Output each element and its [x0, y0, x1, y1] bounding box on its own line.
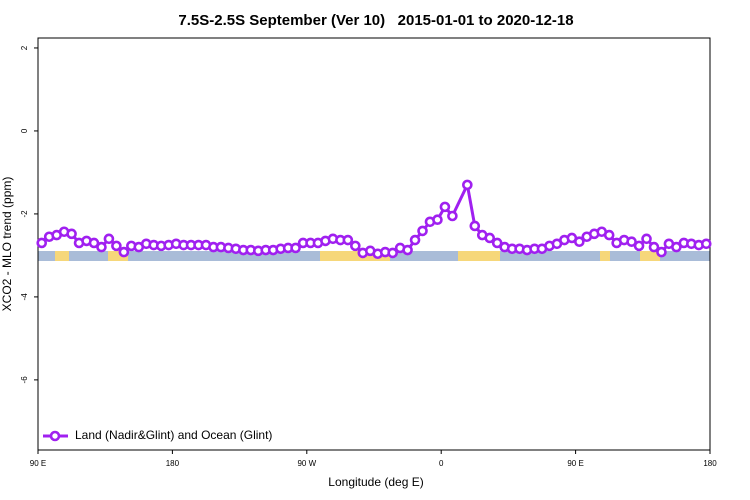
data-point	[633, 240, 645, 252]
chart-title: 7.5S-2.5S September (Ver 10) 2015-01-01 …	[178, 12, 573, 29]
data-point	[603, 229, 615, 241]
data-point	[462, 179, 473, 191]
land-band	[55, 251, 69, 261]
land-band	[458, 251, 500, 261]
data-point	[290, 242, 301, 254]
data-point	[66, 228, 77, 240]
x-axis-label: Longitude (deg E)	[328, 475, 423, 489]
data-point	[350, 240, 361, 252]
y-tick-label: -4	[20, 293, 29, 301]
data-point	[574, 236, 585, 248]
data-point	[469, 220, 481, 232]
data-point	[641, 233, 652, 245]
data-point	[402, 244, 413, 256]
x-tick-label: 0	[439, 459, 444, 468]
data-point	[417, 225, 428, 237]
y-tick-label: -6	[20, 376, 29, 384]
data-point	[439, 201, 451, 213]
data-point	[671, 241, 682, 253]
x-tick-label: 90 E	[30, 459, 46, 468]
land-band	[640, 251, 660, 261]
data-point	[656, 246, 667, 258]
x-tick-label: 90 E	[567, 459, 583, 468]
data-point	[648, 241, 660, 253]
data-point	[700, 238, 712, 250]
legend-marker	[49, 430, 61, 442]
y-tick-label: 2	[20, 45, 29, 50]
data-point	[626, 236, 637, 248]
data-point	[432, 214, 443, 226]
data-point	[103, 233, 115, 245]
data-point	[484, 232, 496, 244]
data-point	[387, 247, 398, 259]
data-point	[118, 246, 130, 258]
data-point	[111, 240, 122, 252]
data-point	[491, 237, 503, 249]
x-tick-label: 180	[166, 459, 180, 468]
data-point	[409, 234, 421, 246]
data-point	[447, 210, 458, 222]
x-tick-label: 180	[703, 459, 717, 468]
legend-label: Land (Nadir&Glint) and Ocean (Glint)	[75, 428, 272, 442]
y-tick-label: 0	[20, 128, 29, 133]
data-point	[342, 234, 354, 246]
y-axis-label: XCO2 - MLO trend (ppm)	[0, 177, 14, 312]
data-point	[36, 237, 48, 249]
data-point	[96, 241, 107, 253]
land-band	[320, 251, 390, 261]
y-tick-label: -2	[20, 210, 29, 218]
land-band	[108, 251, 128, 261]
data-point	[88, 237, 100, 249]
land-band	[600, 251, 610, 261]
x-tick-label: 90 W	[297, 459, 316, 468]
